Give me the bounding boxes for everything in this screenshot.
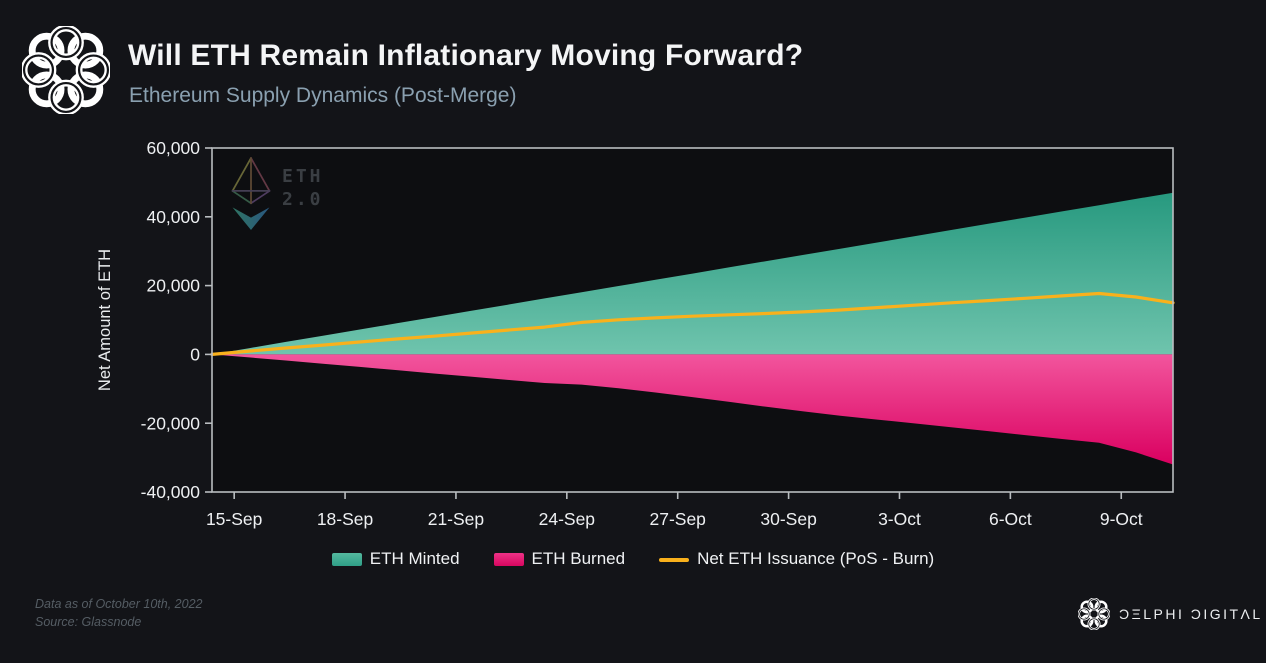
net-issuance-swatch-icon — [659, 557, 690, 562]
source-note: Source: Glassnode — [35, 615, 142, 629]
x-tick-label: 24-Sep — [539, 509, 595, 529]
x-tick-label: 3-Oct — [878, 509, 921, 529]
legend-label: ETH Burned — [531, 549, 626, 568]
eth-minted-swatch-icon — [331, 552, 362, 566]
y-tick-label: -40,000 — [141, 482, 201, 502]
legend-label: Net ETH Issuance (PoS - Burn) — [697, 549, 935, 568]
legend-item-net-issuance: Net ETH Issuance (PoS - Burn) — [659, 549, 934, 569]
footnote: Data as of October 10th, 2022 Source: Gl… — [35, 595, 202, 631]
x-tick-label: 21-Sep — [428, 509, 484, 529]
y-tick-label: 20,000 — [146, 276, 200, 296]
delphi-digital-brand: ƆΞLPHI ƆIGITΛL — [1078, 598, 1263, 630]
x-tick-label: 30-Sep — [760, 509, 816, 529]
net-issuance-line — [210, 291, 1175, 356]
y-axis-title: Net Amount of ETH — [96, 249, 114, 391]
data-as-of-note: Data as of October 10th, 2022 — [35, 597, 203, 611]
x-tick-label: 15-Sep — [206, 509, 262, 529]
brand-name: ƆΞLPHI ƆIGITΛL — [1119, 606, 1263, 622]
delphi-logo-small-icon — [1078, 598, 1110, 630]
legend-label: ETH Minted — [369, 549, 460, 568]
x-tick-label: 6-Oct — [989, 509, 1032, 529]
legend-item-eth-burned: ETH Burned — [493, 549, 626, 569]
page-title: Will ETH Remain Inflationary Moving Forw… — [128, 39, 804, 72]
plot-frame — [211, 147, 1174, 493]
legend-item-eth-minted: ETH Minted — [331, 549, 460, 569]
chart-legend: ETH Minted ETH Burned Net ETH Issuance (… — [0, 549, 1266, 569]
eth-burned-swatch-icon — [493, 552, 524, 566]
y-tick-label: 0 — [190, 345, 200, 365]
x-tick-label: 18-Sep — [317, 509, 373, 529]
y-tick-label: -20,000 — [141, 413, 201, 433]
y-tick-label: 40,000 — [146, 207, 200, 227]
x-tick-label: 9-Oct — [1100, 509, 1143, 529]
minted-area — [212, 192, 1173, 355]
x-tick-label: 27-Sep — [649, 509, 705, 529]
page-subtitle: Ethereum Supply Dynamics (Post-Merge) — [129, 84, 517, 107]
y-tick-label: 60,000 — [146, 138, 200, 158]
burned-area — [212, 354, 1173, 465]
